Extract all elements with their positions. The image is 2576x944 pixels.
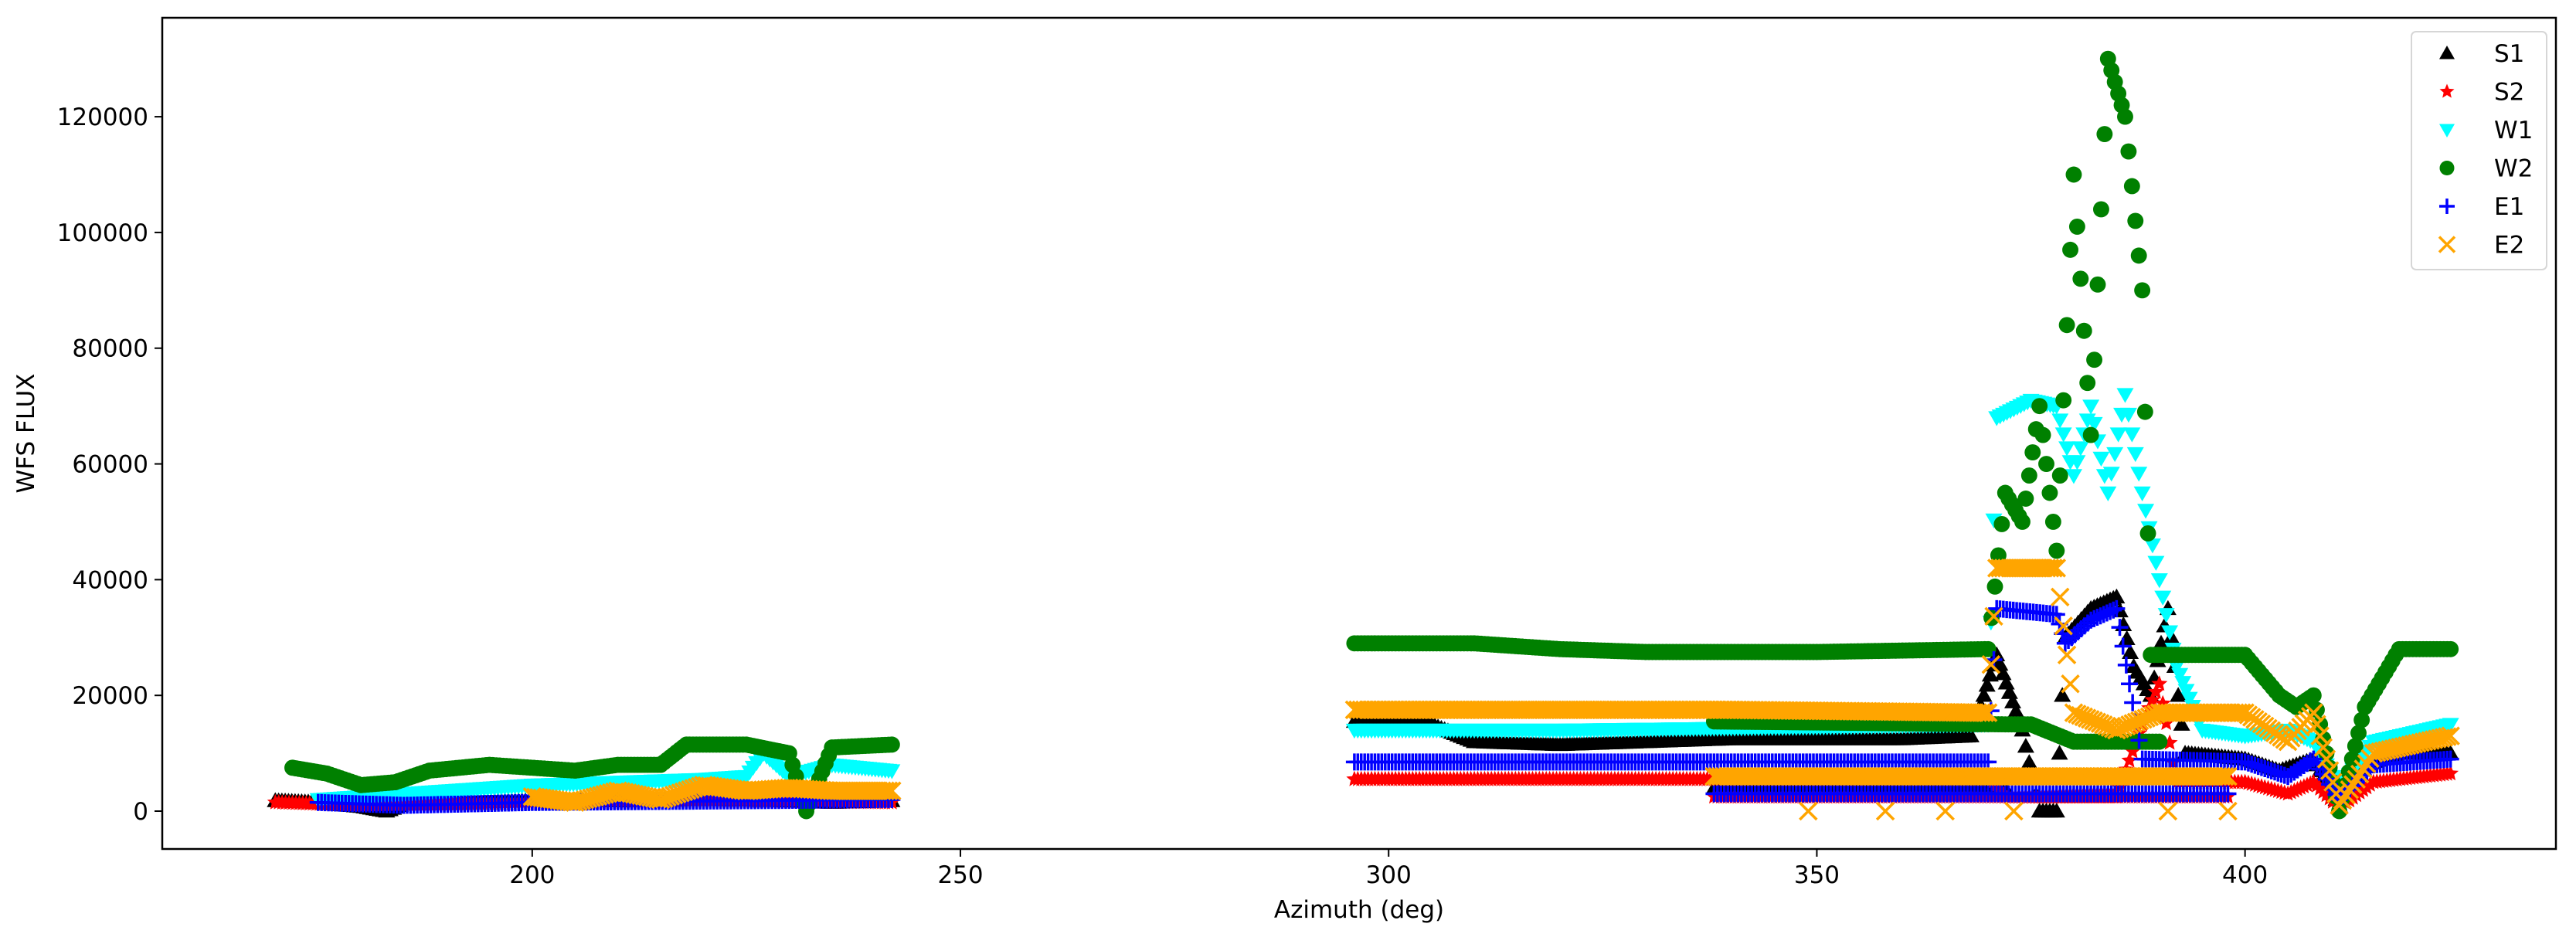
data-point: [2115, 616, 2132, 631]
data-point: [2306, 688, 2322, 704]
legend-label: W2: [2494, 155, 2533, 183]
data-point: [2442, 641, 2459, 657]
data-point: [2158, 608, 2175, 623]
legend-box: [2411, 32, 2547, 270]
data-point: [2151, 734, 2167, 750]
y-tick-label: 100000: [57, 219, 148, 247]
data-point: [2219, 803, 2236, 820]
data-point: [2066, 167, 2082, 183]
data-point: [2106, 447, 2123, 462]
data-points: [267, 51, 2459, 820]
data-point: [2082, 399, 2099, 414]
data-point: [884, 736, 900, 752]
legend-label: W1: [2494, 117, 2533, 144]
legend-marker-circle-icon: [2440, 161, 2455, 175]
data-point: [2086, 351, 2102, 368]
data-point: [2096, 126, 2112, 142]
data-point: [2151, 573, 2168, 588]
data-point: [2051, 745, 2068, 759]
data-point: [2051, 413, 2068, 428]
data-point: [2054, 687, 2071, 701]
x-tick-label: 200: [509, 861, 555, 889]
data-point: [2117, 109, 2133, 125]
data-point: [2058, 647, 2075, 664]
legend-label: E1: [2494, 193, 2524, 221]
data-point: [2069, 219, 2085, 235]
data-point: [2017, 491, 2034, 507]
data-point: [2147, 556, 2164, 571]
y-tick-label: 120000: [57, 104, 148, 131]
x-axis: 200 250 300 350 400: [509, 849, 2268, 889]
data-point: [2124, 694, 2141, 711]
data-point: [2134, 487, 2151, 501]
y-tick-label: 20000: [72, 682, 148, 710]
data-point: [2005, 803, 2022, 820]
data-point: [2116, 388, 2133, 402]
data-point: [2052, 467, 2068, 484]
data-point: [2017, 738, 2034, 752]
data-point: [2127, 447, 2144, 462]
data-point: [2055, 392, 2071, 409]
data-point: [2024, 444, 2041, 460]
x-tick-label: 300: [1366, 861, 1412, 889]
y-axis-label: WFS FLUX: [12, 374, 40, 494]
y-axis: 0 20000 40000 60000 80000 100000 120000: [57, 104, 162, 826]
data-point: [1799, 803, 1816, 820]
y-tick-label: 0: [133, 798, 148, 826]
data-point: [2051, 589, 2068, 606]
data-point: [2062, 242, 2078, 258]
data-point: [2127, 212, 2143, 229]
data-point: [2058, 441, 2075, 456]
data-point: [2090, 277, 2106, 293]
data-point: [2120, 144, 2136, 160]
data-point: [2072, 270, 2088, 287]
data-point: [2130, 467, 2147, 481]
data-point: [2059, 317, 2075, 333]
y-tick-label: 40000: [72, 566, 148, 594]
data-point: [2038, 456, 2054, 472]
data-point: [2062, 675, 2079, 692]
data-point: [2048, 542, 2065, 559]
legend-label: S2: [2494, 79, 2524, 107]
data-point: [2020, 754, 2037, 769]
data-point: [2045, 514, 2061, 530]
data-point: [2099, 487, 2116, 501]
data-point: [2079, 375, 2095, 391]
x-tick-label: 400: [2222, 861, 2268, 889]
data-point: [1937, 803, 1954, 820]
y-tick-label: 60000: [72, 451, 148, 479]
data-point: [2021, 467, 2037, 484]
data-point: [2160, 803, 2177, 820]
legend: S1 S2 W1 W2 E1 E2: [2411, 32, 2547, 270]
data-point: [2092, 452, 2109, 467]
y-tick-label: 80000: [72, 335, 148, 363]
x-tick-label: 350: [1794, 861, 1840, 889]
data-point: [2093, 202, 2109, 218]
data-point: [1877, 803, 1894, 820]
data-point: [2072, 441, 2089, 456]
data-point: [2014, 514, 2031, 530]
data-point: [2041, 485, 2058, 501]
data-point: [2055, 427, 2072, 442]
data-point: [2131, 247, 2147, 263]
data-point: [2083, 427, 2099, 443]
legend-label: E2: [2494, 232, 2524, 260]
data-point: [2137, 504, 2154, 518]
data-point: [1993, 516, 2010, 532]
legend-label: S1: [2494, 40, 2524, 68]
data-point: [2110, 427, 2127, 442]
data-point: [2137, 404, 2153, 420]
x-axis-label: Azimuth (deg): [1274, 896, 1444, 924]
x-tick-label: 250: [937, 861, 983, 889]
data-point: [2140, 525, 2156, 542]
data-point: [2134, 282, 2150, 298]
data-point: [2031, 398, 2048, 414]
data-point: [2124, 178, 2140, 195]
data-point: [2076, 323, 2092, 339]
data-point: [1987, 579, 2003, 595]
data-point: [2123, 427, 2140, 442]
data-point: [2035, 427, 2051, 443]
